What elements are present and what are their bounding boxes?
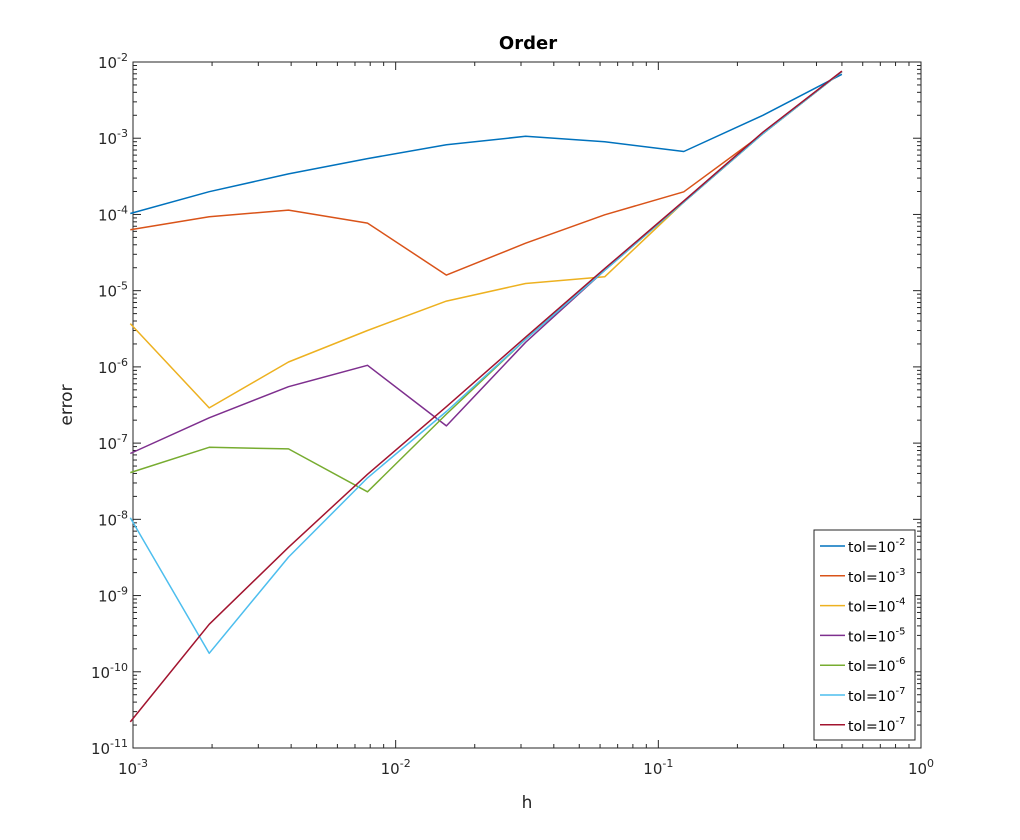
legend-label: tol=10-7 (848, 716, 905, 735)
series-line-7 (129, 70, 843, 723)
y-tick-label: 10-6 (98, 356, 128, 377)
y-tick-label-base: 10 (98, 359, 117, 377)
x-tick-label-base: 10 (908, 760, 927, 778)
y-tick-label-exponent: -6 (117, 356, 128, 369)
y-tick-label: 10-11 (91, 737, 128, 758)
y-tick-label-exponent: -9 (117, 585, 128, 598)
legend-label: tol=10-6 (848, 656, 905, 675)
y-tick-label-base: 10 (91, 740, 110, 758)
y-tick-label-base: 10 (98, 130, 117, 148)
y-tick-label-exponent: -8 (117, 508, 128, 521)
y-tick-label: 10-3 (98, 127, 128, 148)
x-tick-label-base: 10 (643, 760, 662, 778)
legend-label-base: tol=10 (848, 570, 896, 586)
legend-label-base: tol=10 (848, 629, 896, 645)
y-tick-label-base: 10 (98, 54, 117, 72)
y-tick-label-exponent: -4 (117, 203, 128, 216)
legend-label-exponent: -7 (896, 686, 906, 697)
y-tick-label-exponent: -3 (117, 127, 128, 140)
y-tick-label: 10-4 (98, 203, 128, 224)
y-tick-label: 10-5 (98, 280, 128, 301)
legend-label: tol=10-5 (848, 626, 905, 645)
x-axis-label: h (522, 793, 533, 813)
y-tick-label: 10-10 (91, 661, 128, 682)
axis-ticks: 10-3 10-2 10-1 10010-1110-1010-910-810-710-… (91, 51, 934, 778)
legend-label: tol=10-4 (848, 597, 905, 616)
y-tick-label-exponent: -11 (110, 737, 128, 750)
legend-label-exponent: -7 (896, 716, 906, 727)
legend-label-exponent: -2 (896, 537, 906, 548)
legend-label-exponent: -6 (896, 656, 906, 667)
y-tick-label: 10-7 (98, 432, 128, 453)
y-tick-label-base: 10 (98, 283, 117, 301)
x-tick-label-exponent: -2 (400, 757, 411, 770)
y-tick-label-base: 10 (98, 206, 117, 224)
legend-label-exponent: -5 (896, 626, 906, 637)
x-tick-label: 100 (908, 757, 934, 778)
legend-label-base: tol=10 (848, 540, 896, 556)
legend-label-base: tol=10 (848, 659, 896, 675)
series-line-1 (130, 73, 843, 215)
series-line-2 (130, 70, 843, 276)
x-tick-label: 10-1 (643, 757, 673, 778)
x-tick-label-exponent: -1 (662, 757, 673, 770)
y-axis-label: error (57, 384, 77, 425)
y-tick-label: 10-2 (98, 51, 128, 72)
series-lines (129, 70, 843, 723)
legend-label-base: tol=10 (848, 689, 896, 705)
x-tick-label-base: 10 (118, 760, 137, 778)
plot-area (132, 61, 922, 749)
legend-label-exponent: -4 (896, 597, 906, 608)
legend-label: tol=10-2 (848, 537, 905, 556)
x-tick-label-base: 10 (381, 760, 400, 778)
y-tick-label-base: 10 (98, 511, 117, 529)
legend: tol=10-2tol=10-3tol=10-4tol=10-5tol=10-6… (813, 529, 916, 741)
y-tick-label-exponent: -10 (110, 661, 128, 674)
chart-title: Order (499, 33, 557, 54)
legend-label-base: tol=10 (848, 600, 896, 616)
legend-label: tol=10-7 (848, 686, 905, 705)
x-tick-label-exponent: 0 (927, 757, 934, 770)
legend-label: tol=10-3 (848, 567, 905, 586)
y-tick-label-exponent: -5 (117, 280, 128, 293)
y-tick-label: 10-8 (98, 508, 128, 529)
x-tick-label: 10-2 (381, 757, 411, 778)
series-line-6 (129, 70, 843, 655)
y-tick-label-base: 10 (98, 435, 117, 453)
y-tick-label-exponent: -7 (117, 432, 128, 445)
legend-label-exponent: -3 (896, 567, 906, 578)
y-tick-label-base: 10 (98, 588, 117, 606)
y-tick-label-exponent: -2 (117, 51, 128, 64)
y-tick-label-base: 10 (91, 664, 110, 682)
legend-label-base: tol=10 (848, 719, 896, 735)
y-tick-label: 10-9 (98, 585, 128, 606)
x-tick-label-exponent: -3 (137, 757, 148, 770)
x-tick-label: 10-3 (118, 757, 148, 778)
